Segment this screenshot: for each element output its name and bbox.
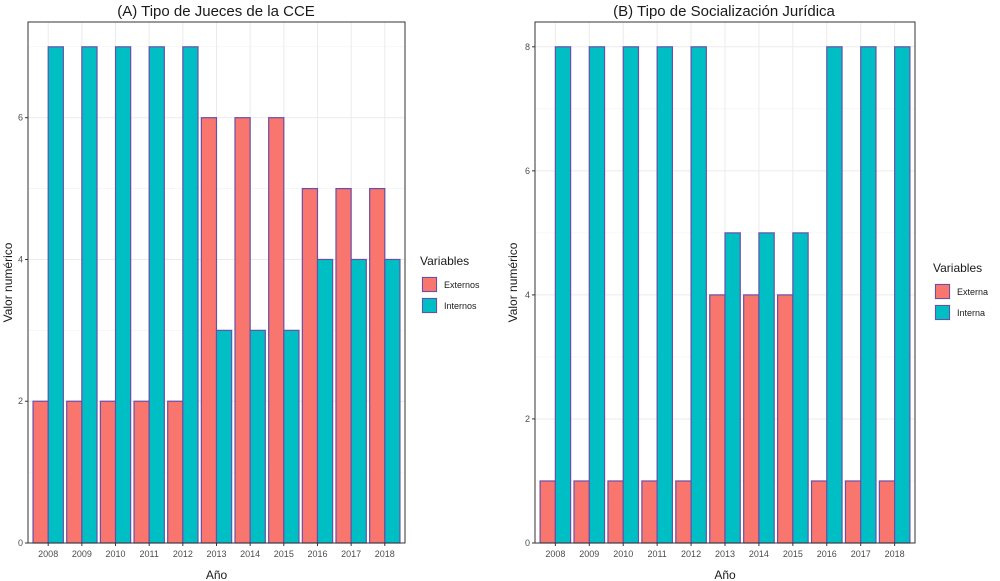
chart2-bar-interna-2011 bbox=[656, 46, 674, 544]
chart2-y-tick-label: 4 bbox=[525, 290, 530, 300]
chart2-legend-label-interna: Interna bbox=[957, 308, 985, 318]
chart1-bar-internos-2013 bbox=[215, 329, 233, 544]
chart2-bar-externa-2016 bbox=[810, 480, 828, 544]
chart1-bar-internos-2008 bbox=[47, 46, 64, 544]
chart2-x-tick-label: 2008 bbox=[545, 549, 565, 559]
chart2-y-axis-title: Valor numérico bbox=[506, 242, 520, 322]
chart1-y-tick-label: 6 bbox=[18, 113, 23, 123]
chart2-x-tick-label: 2013 bbox=[715, 549, 735, 559]
chart1-bar-externos-2016 bbox=[301, 187, 319, 544]
chart1-x-tick-label: 2018 bbox=[375, 549, 395, 559]
chart2-bar-externa-2018 bbox=[878, 480, 896, 544]
chart1-legend-label-externos: Externos bbox=[444, 280, 480, 290]
chart1-x-axis-title: Año bbox=[206, 568, 228, 581]
chart1-bar-externos-2009 bbox=[66, 400, 83, 544]
chart1-bar-internos-2018 bbox=[384, 258, 401, 544]
chart1-x-tick-label: 2016 bbox=[307, 549, 327, 559]
chart2-x-tick-label: 2017 bbox=[851, 549, 871, 559]
chart1-y-tick-label: 0 bbox=[18, 538, 23, 548]
chart1-bar-externos-2014 bbox=[234, 117, 251, 544]
chart2-legend-swatch-externa bbox=[935, 284, 950, 299]
chart2-bar-externa-2017 bbox=[844, 480, 862, 544]
chart2-y-tick-label: 0 bbox=[525, 538, 530, 548]
chart1-x-tick-label: 2012 bbox=[173, 549, 193, 559]
chart2-x-tick-label: 2016 bbox=[817, 549, 837, 559]
chart2-bar-interna-2015 bbox=[792, 232, 809, 544]
chart1-bar-internos-2009 bbox=[81, 46, 98, 544]
chart2-bar-externa-2011 bbox=[641, 480, 658, 544]
chart1-bar-internos-2010 bbox=[114, 46, 132, 544]
chart1-bar-externos-2013 bbox=[200, 117, 218, 544]
chart1-legend-label-internos: Internos bbox=[444, 301, 477, 311]
chart2-y-tick-label: 6 bbox=[525, 166, 530, 176]
chart2-x-axis-title: Año bbox=[714, 568, 736, 581]
chart1-bar-externos-2015 bbox=[268, 117, 285, 544]
chart1-legend-title: Variables bbox=[420, 254, 469, 268]
chart1-bar-externos-2017 bbox=[335, 187, 352, 544]
chart1-x-tick-label: 2013 bbox=[206, 549, 226, 559]
chart2-legend-title: Variables bbox=[933, 261, 982, 275]
chart1-bar-externos-2008 bbox=[32, 400, 49, 544]
chart1-y-tick-label: 2 bbox=[18, 396, 23, 406]
chart2-x-tick-label: 2009 bbox=[579, 549, 599, 559]
chart2-title: (B) Tipo de Socialización Jurídica bbox=[613, 3, 835, 20]
chart1-x-tick-label: 2017 bbox=[341, 549, 361, 559]
chart1-bar-externos-2012 bbox=[167, 400, 184, 544]
chart2-bar-interna-2009 bbox=[588, 46, 606, 544]
chart2-bar-externa-2012 bbox=[675, 480, 692, 544]
chart2-bar-externa-2009 bbox=[573, 480, 590, 544]
chart1-bar-externos-2011 bbox=[133, 400, 150, 544]
chart1-x-tick-label: 2015 bbox=[274, 549, 294, 559]
chart1-bar-internos-2011 bbox=[148, 46, 165, 544]
chart2-bar-interna-2012 bbox=[690, 46, 707, 544]
chart1-x-tick-label: 2010 bbox=[106, 549, 126, 559]
chart1-title: (A) Tipo de Jueces de la CCE bbox=[117, 3, 315, 20]
chart2-y-tick-label: 2 bbox=[525, 414, 530, 424]
chart1-x-tick-label: 2008 bbox=[38, 549, 58, 559]
chart2-bar-interna-2014 bbox=[758, 232, 775, 544]
chart1-x-tick-label: 2011 bbox=[139, 549, 158, 559]
chart2-x-tick-label: 2011 bbox=[647, 549, 666, 559]
chart2-x-tick-label: 2018 bbox=[885, 549, 905, 559]
chart2-bar-externa-2010 bbox=[607, 480, 624, 544]
chart1-bar-externos-2018 bbox=[369, 187, 386, 544]
chart1-bar-internos-2012 bbox=[182, 46, 199, 544]
chart2-bar-interna-2008 bbox=[554, 46, 572, 544]
chart2-bar-externa-2013 bbox=[709, 294, 726, 544]
chart1-y-axis-title: Valor numérico bbox=[1, 242, 15, 322]
chart1-y-tick-label: 4 bbox=[18, 254, 23, 264]
chart2-bar-interna-2017 bbox=[860, 46, 877, 544]
chart2-bar-externa-2008 bbox=[539, 480, 556, 544]
chart2-legend-label-externa: Externa bbox=[957, 287, 988, 297]
chart2-legend-swatch-interna bbox=[935, 305, 950, 320]
chart1-x-tick-label: 2014 bbox=[240, 549, 260, 559]
chart2-x-tick-label: 2014 bbox=[749, 549, 769, 559]
chart1-legend-swatch-internos bbox=[422, 298, 437, 313]
chart1-bar-internos-2015 bbox=[283, 329, 300, 544]
chart2-x-tick-label: 2015 bbox=[783, 549, 803, 559]
chart1-bar-internos-2014 bbox=[249, 329, 266, 544]
chart2-bar-interna-2010 bbox=[622, 46, 640, 544]
chart2-bar-interna-2016 bbox=[826, 46, 843, 544]
chart2-y-tick-label: 8 bbox=[525, 42, 530, 52]
chart2-bar-externa-2015 bbox=[776, 294, 794, 544]
chart1-legend-swatch-externos bbox=[422, 277, 437, 292]
chart2-bar-externa-2014 bbox=[743, 294, 760, 544]
chart1-x-tick-label: 2009 bbox=[72, 549, 92, 559]
chart2-bar-interna-2018 bbox=[894, 46, 911, 544]
chart2-x-tick-label: 2012 bbox=[681, 549, 701, 559]
chart1-bar-internos-2017 bbox=[350, 258, 367, 544]
chart2-x-tick-label: 2010 bbox=[613, 549, 633, 559]
chart1-bar-internos-2016 bbox=[316, 258, 334, 544]
chart1-bar-externos-2010 bbox=[99, 400, 117, 544]
chart2-bar-interna-2013 bbox=[724, 232, 741, 544]
